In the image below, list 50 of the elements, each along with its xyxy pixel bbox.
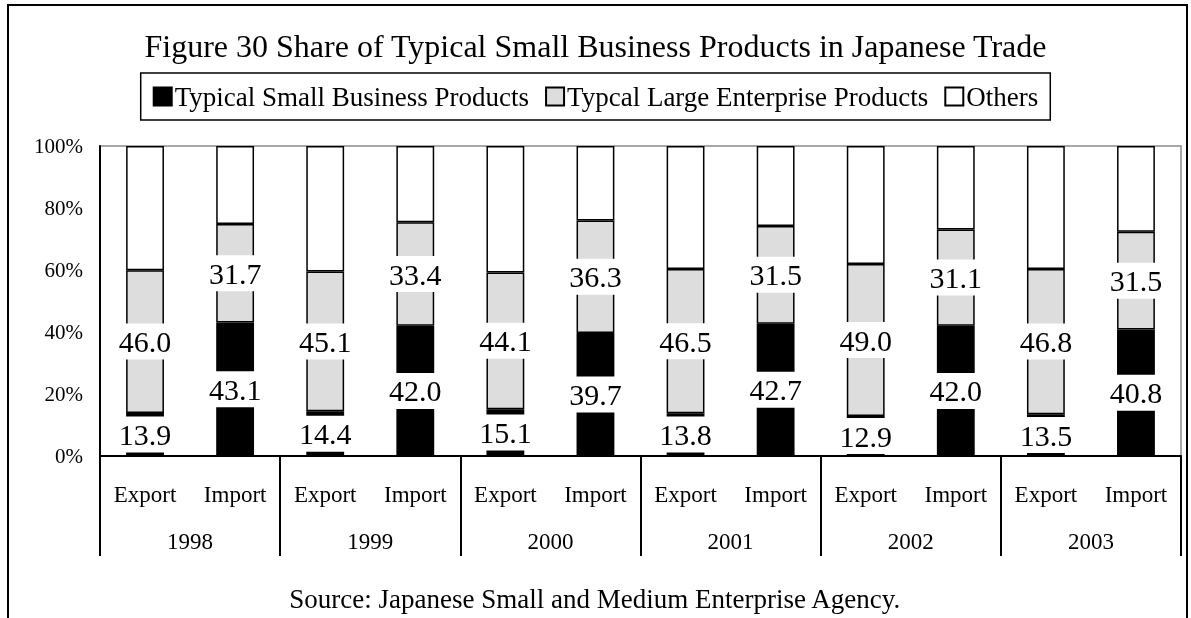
data-label: 15.1 [479, 416, 532, 450]
data-label: 42.0 [389, 374, 442, 408]
data-label: 46.5 [659, 324, 712, 358]
data-label: 31.5 [749, 258, 802, 292]
x-tick-label: Import [744, 482, 808, 507]
text: 2002 [887, 529, 934, 554]
x-tick-label: Import [564, 482, 628, 507]
y-tick-label: 40% [44, 320, 83, 344]
data-label: 13.9 [118, 417, 172, 451]
data-label: 46.0 [118, 325, 172, 359]
x-tick-label: Export [654, 482, 718, 507]
chart-title: Figure 30 Share of Typical Small Business Products in Japanese Trade [144, 28, 1047, 64]
legend-label: Typical Small Business Products [174, 81, 530, 112]
data-label: 42.7 [749, 373, 802, 407]
data-label: 49.0 [839, 323, 892, 357]
y-tick-label: 60% [44, 258, 83, 282]
x-tick-label: Import [383, 482, 448, 507]
data-label: 42.0 [929, 374, 983, 408]
x-tick-label: Import [203, 482, 268, 507]
y-tick-label: 80% [44, 196, 83, 220]
data-label: 46.8 [1019, 325, 1073, 359]
data-label: 39.7 [569, 377, 622, 411]
data-label: 31.5 [1109, 264, 1163, 298]
data-label: 14.4 [298, 417, 352, 451]
x-tick-label: Import [1104, 482, 1168, 507]
x-tick-label: Export [293, 482, 358, 507]
data-label: 43.1 [208, 372, 262, 406]
text: 1998 [167, 529, 214, 554]
legend-label: Others [966, 81, 1039, 112]
data-label: 36.3 [569, 260, 622, 294]
x-tick-label: Import [924, 482, 988, 507]
data-label: 44.1 [479, 324, 532, 358]
x-tick-label: Export [113, 482, 177, 507]
text: 1999 [347, 529, 394, 554]
data-label: 45.1 [298, 324, 352, 358]
text: 2001 [707, 529, 754, 554]
source-note: Source: Japanese Small and Medium Enterprise Agency. [289, 583, 901, 614]
data-label: 31.7 [208, 256, 262, 290]
data-label: 31.1 [929, 261, 983, 295]
legend-label: Typcal Large Enterprise Products [567, 81, 929, 112]
y-tick-label: 0% [55, 444, 83, 468]
y-tick-label: 20% [44, 382, 83, 406]
x-tick-label: Export [1014, 482, 1078, 507]
text: 2003 [1067, 529, 1114, 554]
y-tick-label: 100% [34, 134, 83, 158]
x-tick-label: Export [834, 482, 898, 507]
data-label: 40.8 [1109, 376, 1163, 410]
data-label: 33.4 [389, 257, 442, 291]
text: 2000 [527, 529, 574, 554]
x-tick-label: Export [474, 482, 538, 507]
